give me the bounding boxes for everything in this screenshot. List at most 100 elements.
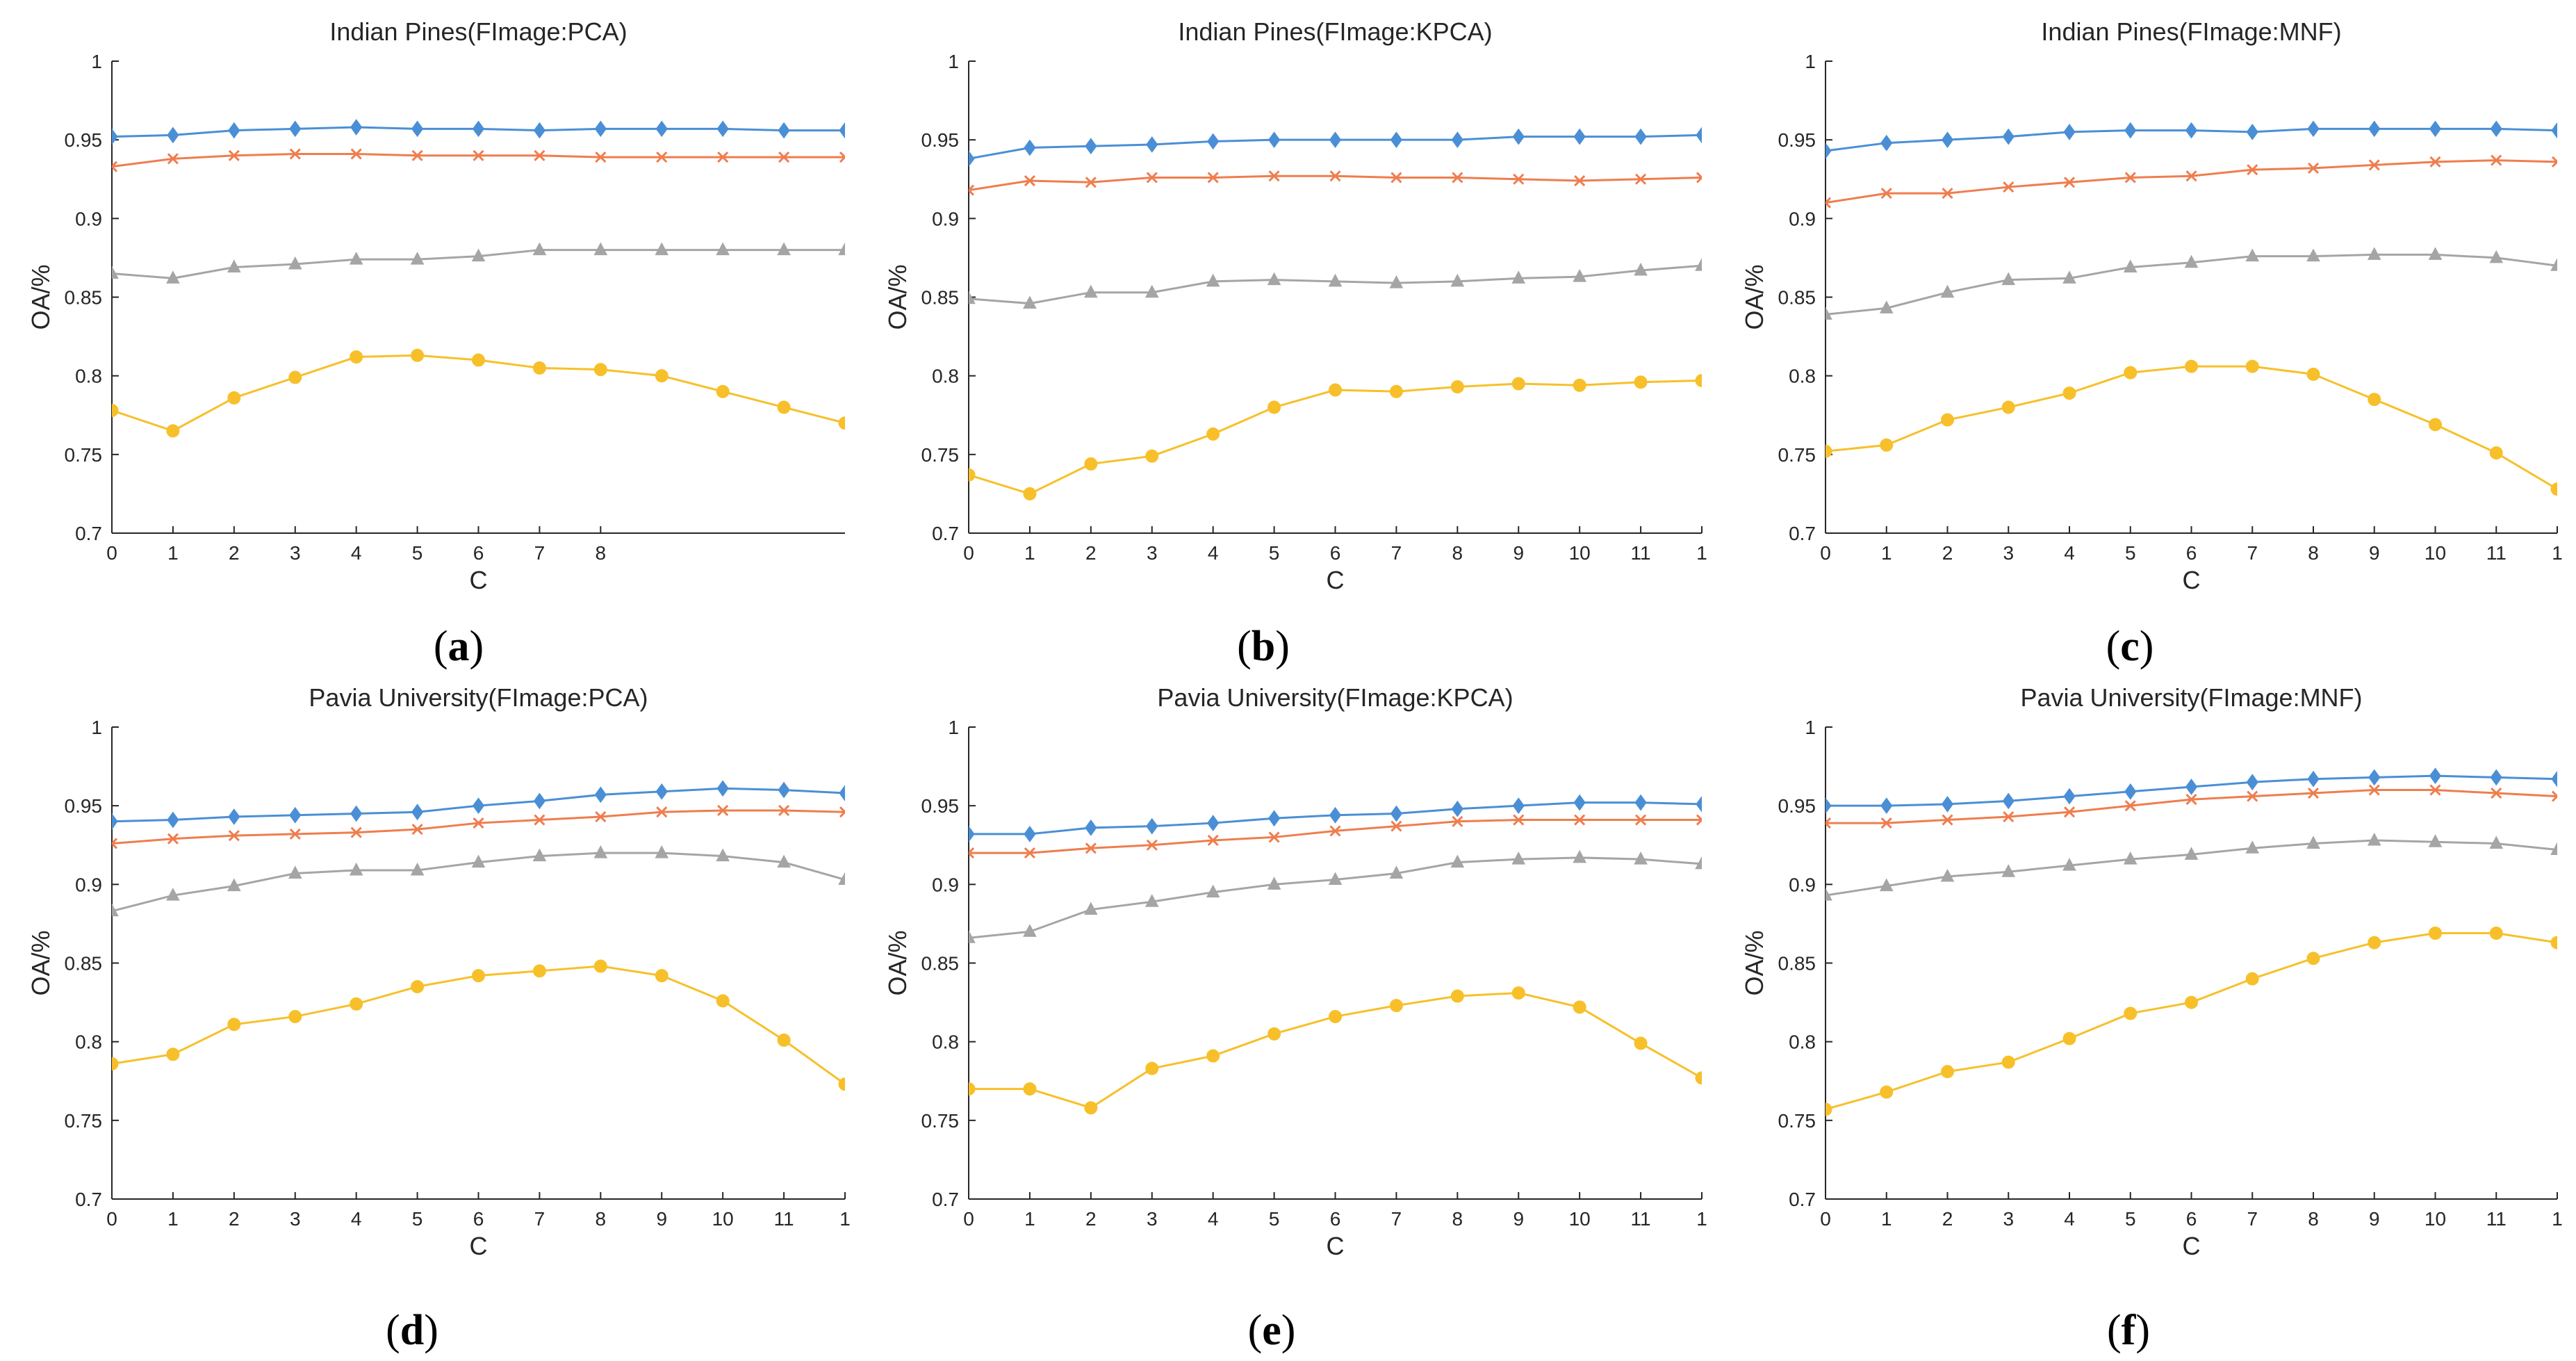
data-point-series-1	[1390, 805, 1403, 822]
data-point-series-3	[2245, 840, 2260, 854]
data-point-series-4	[472, 353, 485, 367]
data-point-series-4	[2001, 400, 2015, 414]
data-point-series-1	[1634, 794, 1647, 811]
x-tick-label: 11	[1631, 1208, 1651, 1230]
x-axis-label: C	[2183, 1232, 2201, 1260]
y-axis-label: OA/%	[1740, 264, 1769, 329]
data-point-series-4	[1145, 1061, 1159, 1075]
data-point-series-1	[1634, 128, 1647, 145]
x-tick-label: 3	[1147, 542, 1158, 564]
data-point-series-1	[1826, 142, 1832, 159]
data-point-series-4	[716, 384, 730, 398]
data-point-series-2	[1635, 173, 1647, 185]
data-point-series-2	[656, 152, 668, 163]
data-point-series-2	[228, 149, 240, 161]
data-point-series-3	[2062, 858, 2076, 871]
y-tick-label: 0.7	[1789, 523, 1816, 544]
data-point-series-4	[2062, 386, 2076, 400]
data-point-series-3	[1389, 865, 1404, 879]
x-tick-label: 5	[412, 1208, 423, 1230]
data-point-series-3	[1145, 284, 1159, 298]
series-line-series-2	[1826, 159, 2557, 204]
data-point-series-2	[2247, 164, 2258, 176]
data-point-series-3	[1940, 284, 1955, 298]
data-point-series-1	[2002, 128, 2015, 145]
data-point-series-4	[227, 1018, 241, 1032]
chart-panel-c: Indian Pines(FImage:MNF) 0.7 0.75 0.8 0.85 0.…	[1718, 0, 2576, 680]
data-point-series-3	[1084, 284, 1098, 298]
data-point-series-4	[166, 424, 180, 438]
data-point-series-4	[2368, 393, 2381, 407]
data-point-series-4	[2124, 1007, 2138, 1020]
data-point-series-3	[112, 266, 119, 279]
x-tick-label: 9	[656, 1208, 667, 1230]
x-tick-label: 9	[2369, 1208, 2380, 1230]
data-point-series-1	[411, 804, 424, 821]
data-point-series-4	[969, 468, 976, 482]
x-tick-label: 6	[1330, 1208, 1341, 1230]
data-point-series-2	[289, 828, 301, 840]
x-tick-label: 1	[839, 1208, 851, 1230]
x-tick-label: 10	[2425, 542, 2446, 564]
data-point-series-2	[1452, 172, 1463, 184]
data-point-series-4	[1511, 377, 1525, 391]
x-tick-label: 10	[1569, 1208, 1591, 1230]
data-point-series-2	[1329, 825, 1341, 837]
data-point-series-2	[2063, 806, 2076, 818]
x-tick-label: 2	[229, 542, 240, 564]
y-tick-label: 1	[1805, 717, 1816, 738]
data-point-series-3	[2245, 248, 2260, 262]
y-tick-label: 0.8	[932, 1032, 959, 1053]
chart-panel-b: Indian Pines(FImage:KPCA) 0.7 0.75 0.8 0.85 0…	[859, 0, 1718, 680]
data-point-series-2	[2247, 790, 2258, 802]
data-point-series-1	[1390, 131, 1403, 149]
data-point-series-2	[2003, 181, 2015, 193]
data-point-series-2	[1024, 174, 1035, 187]
y-tick-label: 1	[1805, 51, 1816, 72]
data-point-series-1	[2551, 122, 2557, 139]
data-point-series-1	[2246, 123, 2258, 140]
x-tick-label: 6	[473, 1208, 484, 1230]
x-tick-label: 7	[534, 542, 545, 564]
x-tick-label: 1	[1696, 542, 1707, 564]
y-tick-label: 0.85	[921, 953, 960, 975]
data-point-series-1	[1941, 796, 1954, 813]
data-point-series-4	[227, 391, 241, 405]
x-tick-label: 7	[1391, 542, 1402, 564]
data-point-series-2	[1574, 174, 1586, 187]
x-tick-label: 0	[963, 542, 974, 564]
y-tick-label: 0.95	[65, 129, 103, 151]
series-line-series-2	[969, 819, 1702, 854]
panel-caption-e: (e)	[1247, 1307, 1296, 1354]
data-point-series-1	[2124, 783, 2137, 800]
data-point-series-3	[1826, 888, 1832, 901]
data-point-series-3	[227, 259, 241, 272]
x-tick-label: 2	[1085, 1208, 1097, 1230]
y-tick-label: 0.75	[1778, 1110, 1816, 1132]
data-point-series-1	[289, 120, 302, 138]
data-point-series-1	[350, 119, 363, 136]
chart-title: Indian Pines(FImage:KPCA)	[1178, 17, 1492, 46]
data-point-series-4	[411, 348, 425, 362]
x-tick-label: 11	[2486, 542, 2507, 564]
data-point-series-3	[1267, 272, 1281, 286]
x-tick-label: 8	[2308, 1208, 2319, 1230]
data-point-series-3	[969, 930, 976, 943]
x-tick-label: 8	[596, 542, 607, 564]
data-point-series-2	[1635, 814, 1647, 826]
y-tick-label: 0.7	[75, 1189, 102, 1210]
plot-area	[969, 794, 1702, 1115]
series-line-series-4	[969, 379, 1702, 496]
data-point-series-1	[472, 797, 485, 815]
data-point-series-1	[655, 783, 668, 800]
data-point-series-1	[1512, 128, 1525, 145]
data-point-series-2	[534, 149, 545, 161]
x-tick-label: 1	[1024, 1208, 1035, 1230]
y-tick-label: 0.95	[921, 795, 960, 817]
data-point-series-3	[1879, 878, 1894, 892]
data-point-series-4	[1634, 1036, 1648, 1050]
data-point-series-1	[1024, 139, 1036, 156]
data-point-series-1	[112, 128, 118, 145]
data-point-series-1	[1268, 810, 1281, 827]
data-point-series-3	[349, 862, 363, 876]
